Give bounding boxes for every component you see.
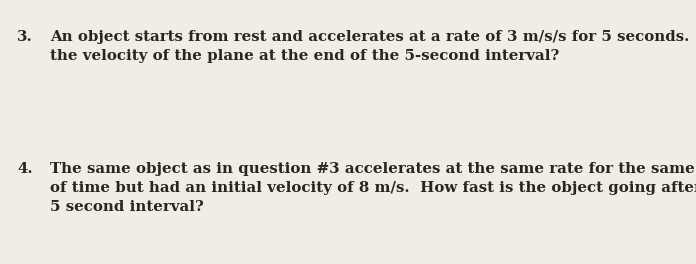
Text: 3.: 3. — [17, 30, 33, 44]
Text: The same object as in question #3 accelerates at the same rate for the same amou: The same object as in question #3 accele… — [50, 162, 696, 214]
Text: An object starts from rest and accelerates at a rate of 3 m/s/s for 5 seconds.  : An object starts from rest and accelerat… — [50, 30, 696, 63]
Text: 4.: 4. — [17, 162, 33, 176]
